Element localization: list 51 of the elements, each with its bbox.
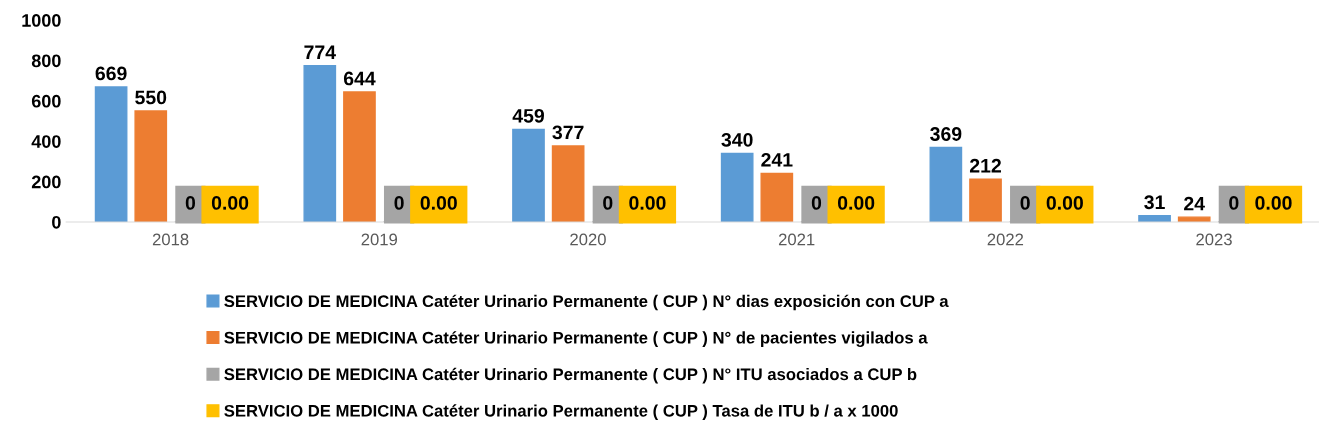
legend-label: SERVICIO DE MEDICINA Catéter Urinario Permanente ( CUP ) N° ITU asociados a CUP b	[224, 367, 917, 384]
x-tick-label: 2019	[361, 233, 398, 246]
bar	[551, 145, 585, 222]
data-label: 377	[552, 125, 584, 140]
bar	[343, 91, 376, 222]
y-tick-label: 1000	[22, 14, 61, 27]
data-label: 0	[185, 196, 196, 210]
x-tick-label: 2021	[778, 233, 815, 246]
x-tick-label: 2020	[570, 233, 606, 246]
data-label: 0.00	[211, 196, 249, 210]
bar	[303, 65, 337, 222]
data-label: 0	[1229, 196, 1239, 210]
y-tick-label: 400	[31, 135, 61, 148]
data-label: 0	[603, 196, 613, 210]
data-label: 774	[304, 45, 336, 59]
bar	[94, 86, 128, 222]
data-label: 212	[969, 158, 1001, 173]
y-tick-label: 0	[52, 215, 61, 229]
y-tick-label: 600	[31, 94, 61, 108]
y-tick-label: 800	[31, 54, 61, 68]
y-tick-label: 200	[31, 175, 61, 189]
data-label: 369	[930, 127, 962, 141]
data-label: 0.00	[420, 196, 457, 210]
data-label: 0.00	[837, 196, 875, 210]
data-label: 459	[512, 108, 544, 123]
bar	[760, 172, 794, 222]
data-label: 31	[1144, 195, 1165, 210]
data-label: 241	[761, 152, 793, 167]
data-label: 0.00	[1046, 196, 1083, 210]
bar	[969, 178, 1002, 222]
data-label: 0.00	[629, 196, 666, 210]
legend-label: SERVICIO DE MEDICINA Catéter Urinario Permanente ( CUP ) Tasa de ITU b / a x 1000	[224, 404, 898, 420]
bar	[929, 146, 963, 222]
legend-label: SERVICIO DE MEDICINA Catéter Urinario Permanente ( CUP ) N° dias exposición con CUP a	[224, 294, 949, 311]
bar	[1177, 216, 1211, 222]
data-label: 24	[1184, 196, 1205, 211]
bar	[512, 128, 545, 222]
data-label: 669	[95, 66, 127, 81]
x-tick-label: 2022	[987, 233, 1024, 246]
x-tick-label: 2023	[1196, 233, 1232, 246]
legend-label: SERVICIO DE MEDICINA Catéter Urinario Permanente ( CUP ) N° de pacientes vigilados a	[224, 331, 928, 347]
data-label: 550	[135, 90, 167, 105]
x-tick-label: 2018	[152, 233, 189, 246]
data-label: 0	[394, 196, 404, 210]
data-label: 0	[811, 196, 822, 210]
data-label: 0.00	[1255, 196, 1292, 210]
data-label: 644	[343, 71, 376, 86]
data-label: 0	[1020, 196, 1030, 210]
data-label: 340	[721, 132, 753, 147]
bar	[134, 110, 168, 222]
bar	[720, 152, 754, 222]
